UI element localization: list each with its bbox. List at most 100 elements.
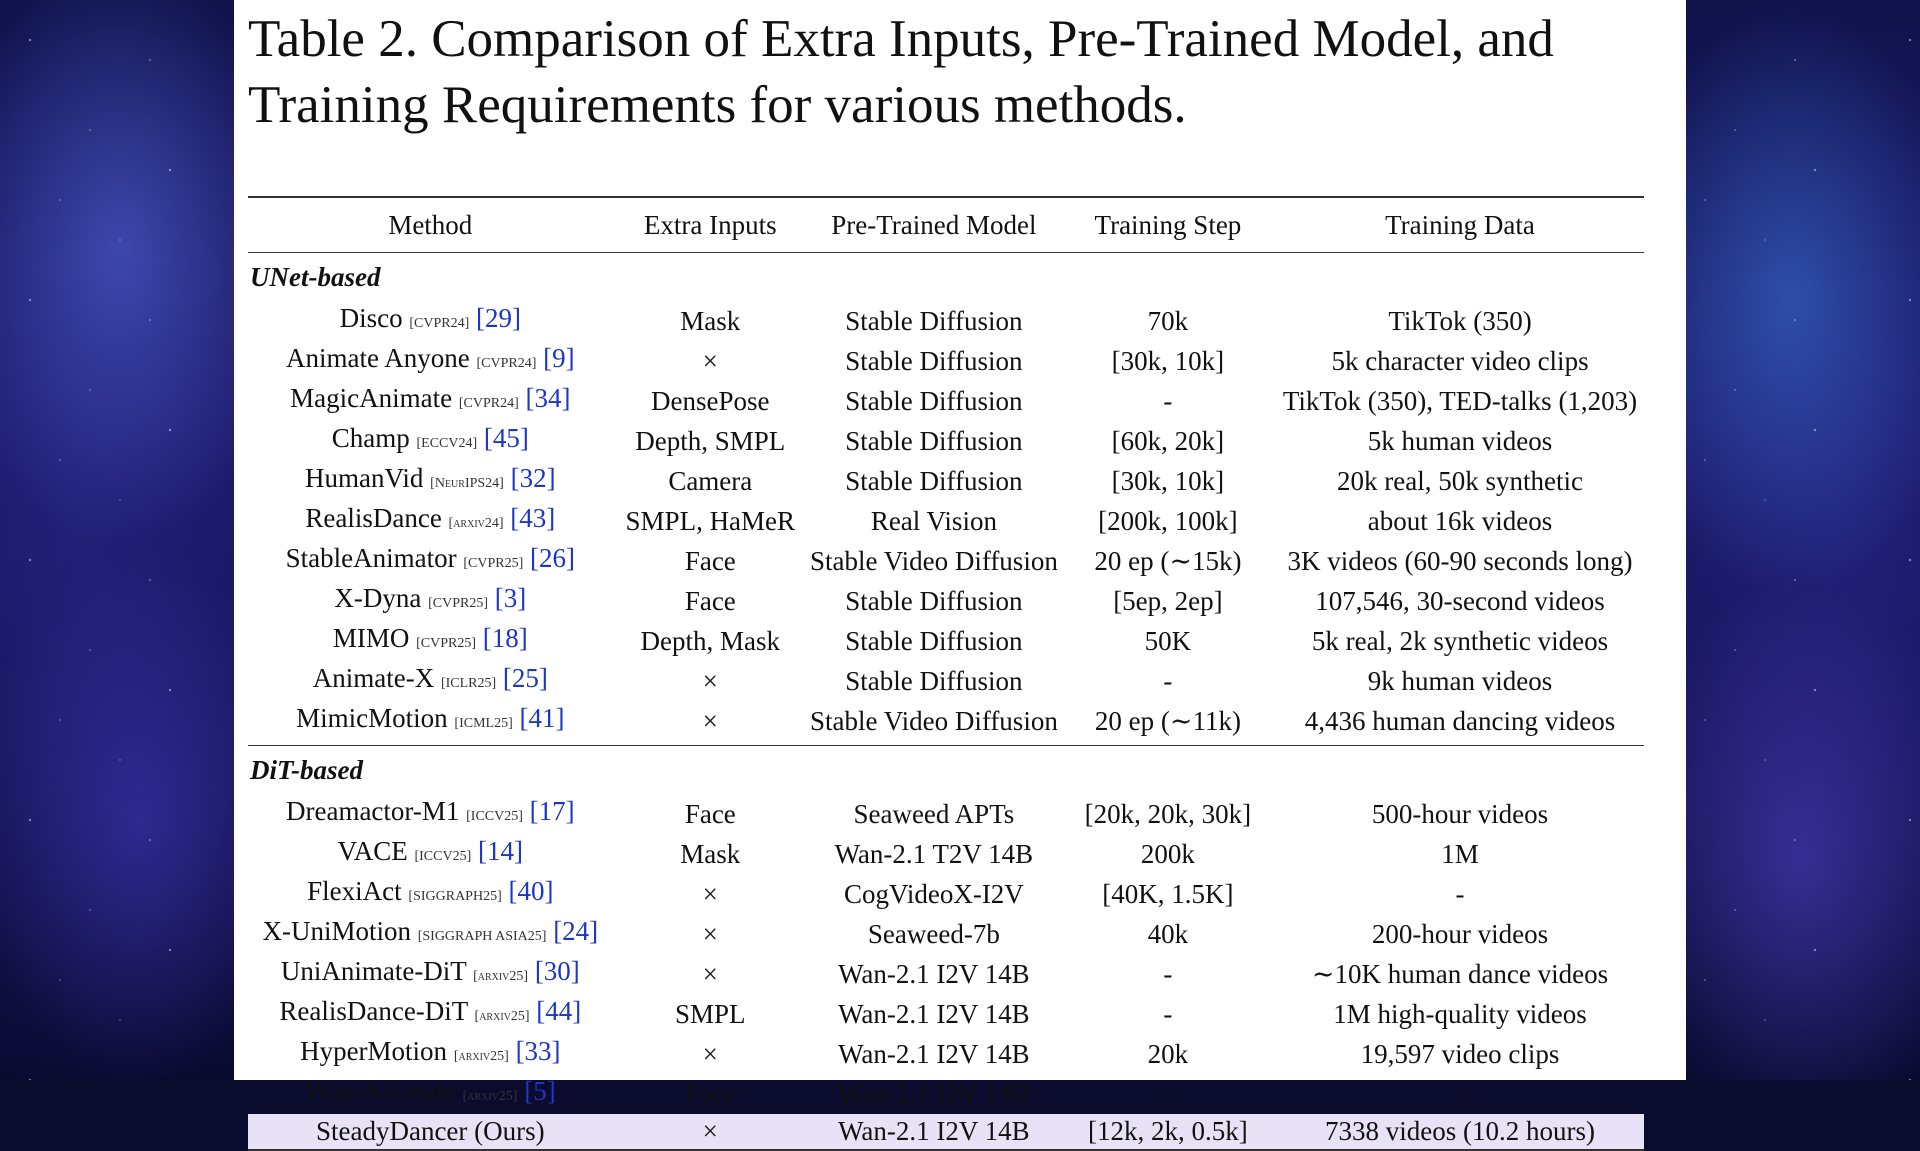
cell-extra-inputs: Face bbox=[684, 798, 736, 829]
method-venue: [NeurIPS24] bbox=[430, 476, 504, 491]
cell-training-step: [5ep, 2ep] bbox=[1113, 585, 1223, 616]
cell-extra-inputs: Face bbox=[684, 585, 736, 616]
method-venue: [ICLR25] bbox=[440, 676, 497, 691]
cell-extra-inputs: SMPL, HaMeR bbox=[625, 505, 796, 536]
group-label-row: DiT-based bbox=[248, 746, 1644, 795]
method-name: HyperMotion bbox=[300, 1036, 448, 1066]
cell-training-data: 7338 videos (10.2 hours) bbox=[1276, 1114, 1644, 1150]
table-row: Dreamactor-M1 [ICCV25] [17] Face Seaweed A… bbox=[248, 794, 1644, 834]
table-row: VACE [ICCV25] [14] Mask Wan-2.1 T2V 14B 200… bbox=[248, 834, 1644, 874]
table-row: Animate-X [ICLR25] [25] × Stable Diffusion… bbox=[248, 661, 1644, 701]
table-row: HumanVid [NeurIPS24] [32] Camera Stable Di… bbox=[248, 461, 1644, 501]
cell-pretrained-model: Seaweed APTs bbox=[853, 798, 1015, 829]
method-venue: [CVPR24] bbox=[458, 396, 519, 411]
method-name: VACE bbox=[337, 836, 408, 866]
table-row: MIMO [CVPR25] [18] Depth, Mask Stable Diff… bbox=[248, 621, 1644, 661]
cell-training-data: 5k character video clips bbox=[1331, 345, 1589, 376]
citation-link[interactable]: [9] bbox=[543, 343, 575, 373]
method-venue: [CVPR25] bbox=[416, 636, 477, 651]
method-name: Animate Anyone bbox=[286, 343, 470, 373]
cell-training-data: 9k human videos bbox=[1367, 665, 1553, 696]
cell-method: Disco [CVPR24] [29] bbox=[248, 301, 613, 341]
citation-link[interactable]: [5] bbox=[524, 1076, 556, 1106]
citation-link[interactable]: [43] bbox=[510, 503, 556, 533]
cell-method: Dreamactor-M1 [ICCV25] [17] bbox=[248, 794, 613, 834]
citation-link[interactable]: [30] bbox=[534, 956, 580, 986]
cell-pretrained-model: Wan-2.1 I2V 14B bbox=[838, 958, 1030, 989]
method-venue: [arxiv25] bbox=[453, 1049, 509, 1064]
method-name: Dreamactor-M1 bbox=[285, 796, 460, 826]
table-row: StableAnimator [CVPR25] [26] Face Stable V… bbox=[248, 541, 1644, 581]
method-name: MagicAnimate bbox=[290, 383, 453, 413]
method-venue: [arxiv25] bbox=[474, 1009, 530, 1024]
method-name: X-UniMotion bbox=[262, 916, 411, 946]
citation-link[interactable]: [32] bbox=[510, 463, 556, 493]
cell-training-data: 200-hour videos bbox=[1371, 918, 1549, 949]
cell-pretrained-model: Stable Diffusion bbox=[845, 465, 1023, 496]
method-venue: [CVPR24] bbox=[476, 356, 537, 371]
cell-extra-inputs: Mask bbox=[680, 838, 741, 869]
method-venue: [ECCV24] bbox=[416, 436, 478, 451]
cell-extra-inputs: × bbox=[612, 1114, 808, 1150]
method-name: Champ bbox=[331, 423, 410, 453]
citation-link[interactable]: [18] bbox=[482, 623, 528, 653]
cell-training-data: 1M bbox=[1441, 838, 1479, 869]
citation-link[interactable]: [45] bbox=[483, 423, 529, 453]
method-name: MIMO bbox=[332, 623, 410, 653]
cell-training-data: 20k real, 50k synthetic bbox=[1337, 465, 1583, 496]
cell-training-data: 5k human videos bbox=[1367, 425, 1553, 456]
citation-link[interactable]: [29] bbox=[476, 303, 522, 333]
cell-extra-inputs: Face bbox=[684, 1078, 736, 1109]
header-method: Method bbox=[248, 197, 613, 253]
cell-method: RealisDance [arxiv24] [43] bbox=[248, 501, 613, 541]
method-name: X-Dyna bbox=[334, 583, 422, 613]
citation-link[interactable]: [17] bbox=[529, 796, 575, 826]
method-venue: [arxiv25] bbox=[473, 969, 529, 984]
cell-training-step: - bbox=[1163, 1078, 1173, 1109]
method-name: Wan-Animate bbox=[304, 1076, 456, 1106]
cell-method: HyperMotion [arxiv25] [33] bbox=[248, 1034, 613, 1074]
citation-link[interactable]: [41] bbox=[519, 703, 565, 733]
cell-training-step: [40K, 1.5K] bbox=[1102, 878, 1234, 909]
cell-method: MimicMotion [ICML25] [41] bbox=[248, 701, 613, 746]
cell-training-step: 50K bbox=[1144, 625, 1192, 656]
cell-method: HumanVid [NeurIPS24] [32] bbox=[248, 461, 613, 501]
cell-training-data: 500-hour videos bbox=[1371, 798, 1549, 829]
cell-pretrained-model: Seaweed-7b bbox=[867, 918, 1000, 949]
citation-link[interactable]: [40] bbox=[508, 876, 554, 906]
table-row: RealisDance [arxiv24] [43] SMPL, HaMeR Rea… bbox=[248, 501, 1644, 541]
cell-method: FlexiAct [SIGGRAPH25] [40] bbox=[248, 874, 613, 914]
cell-pretrained-model: Stable Diffusion bbox=[845, 625, 1023, 656]
citation-link[interactable]: [3] bbox=[494, 583, 527, 613]
citation-link[interactable]: [14] bbox=[477, 836, 523, 866]
cell-training-step: - bbox=[1163, 665, 1173, 696]
cell-method: Wan-Animate [arxiv25] [5] bbox=[248, 1074, 613, 1114]
method-name: Disco bbox=[339, 303, 403, 333]
cell-extra-inputs: Depth, SMPL bbox=[635, 425, 786, 456]
cell-method: Animate Anyone [CVPR24] [9] bbox=[248, 341, 613, 381]
citation-link[interactable]: [24] bbox=[553, 916, 599, 946]
cell-training-step: 70k bbox=[1147, 305, 1189, 336]
cell-training-data: 4,436 human dancing videos bbox=[1304, 705, 1616, 736]
citation-link[interactable]: [34] bbox=[525, 383, 571, 413]
cell-training-data: 3K videos (60-90 seconds long) bbox=[1287, 545, 1633, 576]
method-venue: [arxiv24] bbox=[448, 516, 504, 531]
citation-link[interactable]: [44] bbox=[536, 996, 582, 1026]
cell-pretrained-model: Stable Diffusion bbox=[845, 585, 1023, 616]
citation-link[interactable]: [25] bbox=[502, 663, 548, 693]
cell-training-step: - bbox=[1163, 385, 1173, 416]
cell-extra-inputs: × bbox=[702, 958, 718, 989]
group-section: UNet-based Disco [CVPR24] [29] Mask Stable … bbox=[248, 253, 1644, 746]
cell-method: Animate-X [ICLR25] [25] bbox=[248, 661, 613, 701]
method-venue: [CVPR25] bbox=[428, 596, 489, 611]
cell-method: Champ [ECCV24] [45] bbox=[248, 421, 613, 461]
cell-training-step: [12k, 2k, 0.5k] bbox=[1059, 1114, 1277, 1150]
cell-pretrained-model: Wan-2.1 T2V 14B bbox=[834, 838, 1034, 869]
cell-pretrained-model: Stable Diffusion bbox=[845, 425, 1023, 456]
cell-training-step: - bbox=[1163, 998, 1173, 1029]
citation-link[interactable]: [33] bbox=[515, 1036, 561, 1066]
cell-training-step: - bbox=[1163, 958, 1173, 989]
citation-link[interactable]: [26] bbox=[530, 543, 575, 573]
group-section: DiT-based Dreamactor-M1 [ICCV25] [17] Face… bbox=[248, 745, 1644, 1150]
cell-training-step: 20k bbox=[1147, 1038, 1189, 1069]
